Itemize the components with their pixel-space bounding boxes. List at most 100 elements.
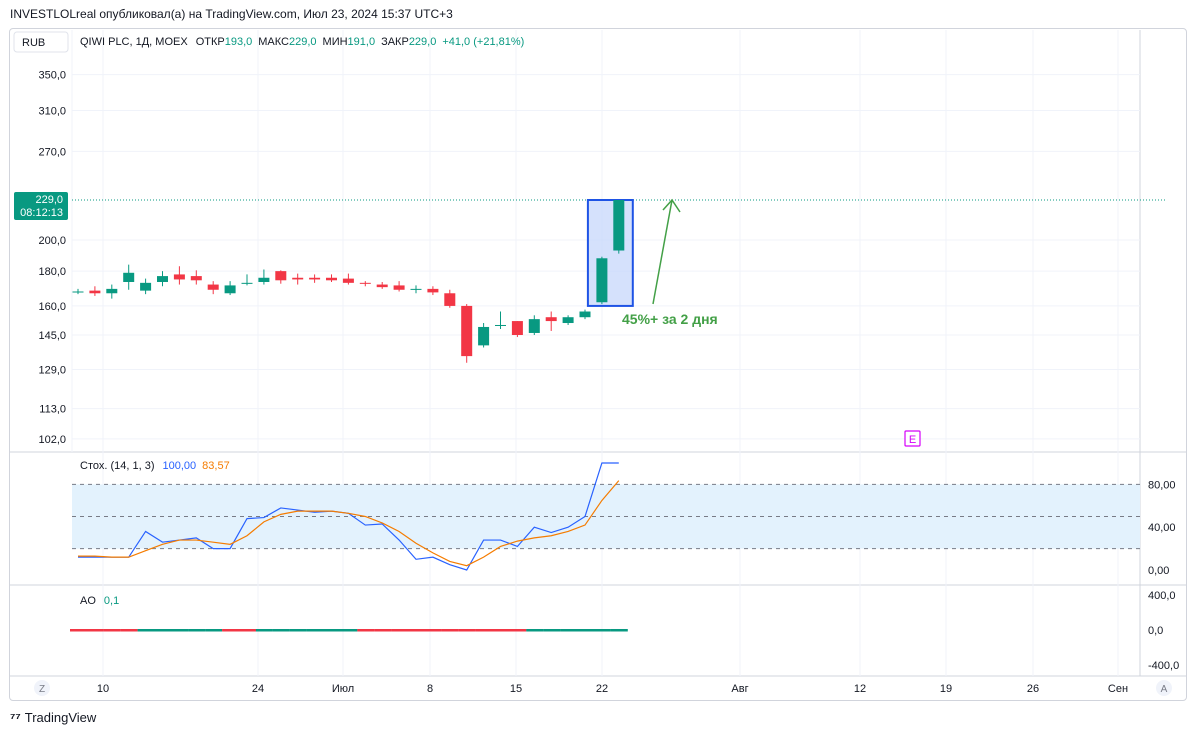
- last-price-tag[interactable]: [14, 192, 68, 220]
- footer-brand: ⁷⁷ TradingView: [10, 710, 96, 725]
- ao-bar[interactable]: [560, 629, 578, 632]
- ao-bar[interactable]: [239, 629, 256, 632]
- open-label: ОТКР: [196, 36, 225, 48]
- ao-bar[interactable]: [374, 629, 392, 632]
- candle-body[interactable]: [275, 271, 287, 281]
- ao-bar[interactable]: [86, 629, 104, 632]
- ao-bar[interactable]: [610, 628, 628, 632]
- stoch-d-line[interactable]: [78, 480, 620, 567]
- candle-body[interactable]: [309, 277, 321, 280]
- currency-label: RUB: [22, 37, 45, 49]
- candle-body[interactable]: [292, 277, 304, 280]
- candle-body[interactable]: [579, 311, 591, 318]
- ao-bar[interactable]: [492, 629, 510, 632]
- price-tick-label: 113,0: [39, 404, 66, 416]
- ao-bar[interactable]: [441, 629, 459, 632]
- candle-body[interactable]: [393, 285, 405, 290]
- price-tick-label: 270,0: [38, 146, 66, 158]
- stoch-tick-label: 80,00: [1148, 479, 1176, 491]
- ao-bar[interactable]: [577, 629, 594, 632]
- highlight-rectangle[interactable]: [586, 199, 634, 307]
- annotation-arrow[interactable]: [652, 199, 673, 305]
- annotation-arrowhead: [662, 198, 681, 213]
- candle-body[interactable]: [140, 282, 152, 291]
- candle-body[interactable]: [359, 282, 371, 284]
- ao-bar[interactable]: [340, 629, 358, 632]
- ao-bar[interactable]: [593, 629, 611, 632]
- ao-bar[interactable]: [526, 629, 544, 632]
- candle-body[interactable]: [106, 288, 118, 294]
- ao-bar[interactable]: [323, 629, 341, 632]
- time-tick-label: 19: [940, 683, 952, 695]
- candle-body[interactable]: [72, 291, 84, 293]
- ao-bar[interactable]: [357, 629, 375, 632]
- candle-body[interactable]: [444, 293, 456, 306]
- ao-legend-title: AO: [80, 595, 96, 607]
- auto-scale-button[interactable]: [1156, 680, 1172, 696]
- zoom-reset-button[interactable]: [34, 680, 50, 696]
- candle-body[interactable]: [461, 305, 473, 357]
- ao-bar[interactable]: [509, 629, 527, 632]
- candle-body[interactable]: [596, 258, 608, 303]
- candle-body[interactable]: [89, 290, 101, 294]
- candle-body[interactable]: [478, 326, 490, 346]
- candle-body[interactable]: [190, 276, 202, 281]
- ao-bar[interactable]: [424, 629, 442, 632]
- ao-bar[interactable]: [154, 629, 172, 632]
- ao-bar[interactable]: [306, 629, 324, 632]
- candle-body[interactable]: [173, 274, 185, 280]
- last-price-value: 229,0: [35, 194, 63, 206]
- ao-bar[interactable]: [543, 629, 561, 632]
- time-tick-label: 10: [97, 683, 109, 695]
- candle-body[interactable]: [157, 276, 168, 282]
- ao-tick-label: 0,0: [1148, 625, 1163, 637]
- candle-body[interactable]: [562, 317, 574, 324]
- ao-bar[interactable]: [255, 629, 273, 632]
- ao-bar[interactable]: [70, 629, 87, 632]
- ao-bar[interactable]: [205, 629, 223, 632]
- ao-bar[interactable]: [458, 629, 476, 632]
- candle-body[interactable]: [123, 272, 135, 282]
- price-tick-label: 145,0: [38, 330, 66, 342]
- ao-bar[interactable]: [475, 629, 493, 632]
- time-tick-label: 12: [854, 683, 866, 695]
- close-value: 229,0: [409, 36, 437, 48]
- candle-body[interactable]: [207, 284, 219, 290]
- stoch-legend-title: Стох. (14, 1, 3): [80, 460, 155, 472]
- high-value: 229,0: [289, 36, 317, 48]
- currency-button[interactable]: [13, 31, 69, 53]
- candle-body[interactable]: [495, 324, 506, 326]
- ao-bar[interactable]: [272, 629, 290, 632]
- ao-bar[interactable]: [222, 629, 240, 632]
- time-tick-label: 24: [252, 683, 264, 695]
- footer-brand-label: TradingView: [24, 710, 97, 725]
- price-tick-label: 350,0: [38, 70, 66, 82]
- candle-body[interactable]: [342, 278, 354, 283]
- earnings-marker[interactable]: [904, 430, 921, 447]
- ao-bar[interactable]: [408, 629, 425, 632]
- ao-bar[interactable]: [391, 629, 409, 632]
- ao-bar[interactable]: [171, 629, 189, 632]
- candle-body[interactable]: [545, 317, 557, 322]
- low-label: МИН: [323, 36, 348, 48]
- low-value: 191,0: [348, 36, 376, 48]
- ao-bar[interactable]: [137, 629, 155, 632]
- candle-body[interactable]: [511, 321, 523, 335]
- candle-body[interactable]: [241, 282, 253, 284]
- ao-bar[interactable]: [188, 629, 206, 632]
- ao-bar[interactable]: [103, 629, 121, 632]
- candle-body[interactable]: [613, 200, 625, 251]
- time-tick-label: Авг: [731, 683, 748, 695]
- candle-body[interactable]: [326, 277, 337, 281]
- candle-body[interactable]: [376, 284, 388, 288]
- annotation-text[interactable]: 45%+ за 2 дня: [622, 311, 718, 327]
- candle-body[interactable]: [427, 288, 439, 293]
- candle-body[interactable]: [258, 277, 270, 282]
- candle-body[interactable]: [410, 288, 422, 290]
- candle-body[interactable]: [224, 285, 236, 294]
- time-tick-label: 22: [596, 683, 608, 695]
- ao-bar[interactable]: [289, 629, 307, 632]
- ao-bar[interactable]: [120, 629, 138, 632]
- candle-body[interactable]: [528, 319, 540, 333]
